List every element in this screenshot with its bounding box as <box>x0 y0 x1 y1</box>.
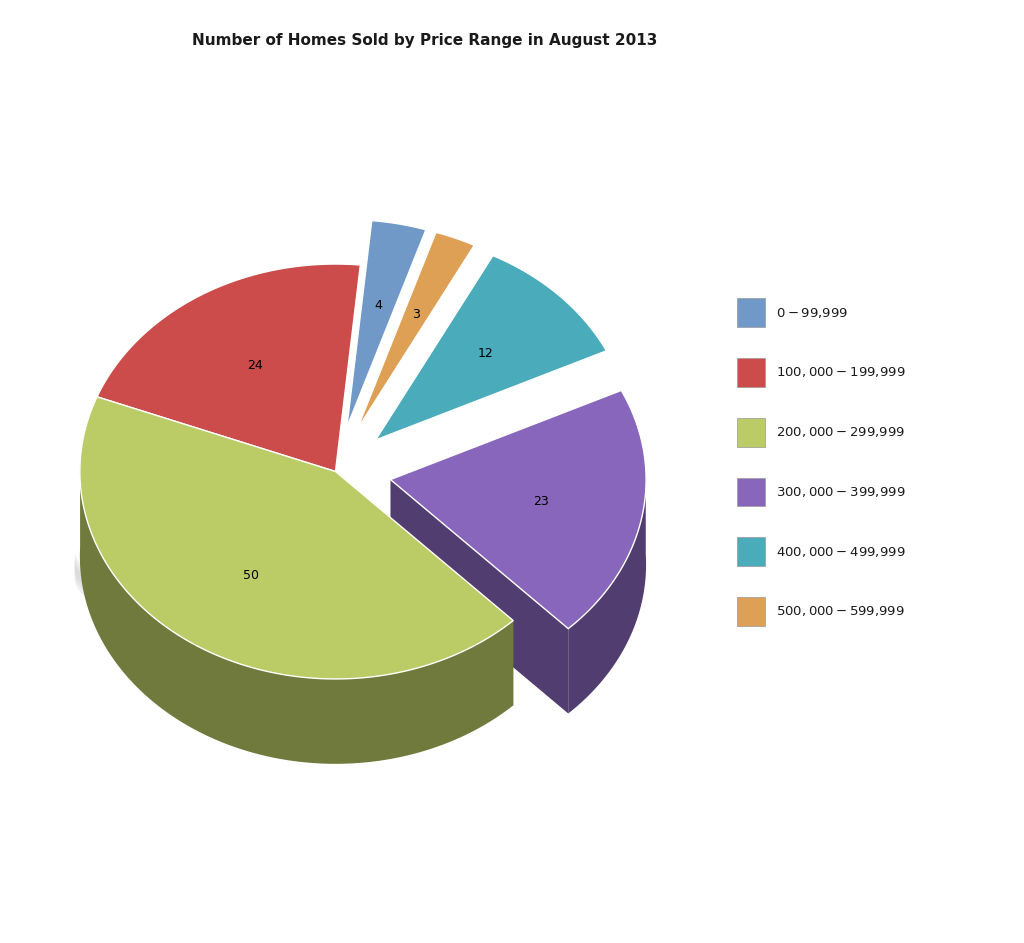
Text: $100,000 - $199,999: $100,000 - $199,999 <box>776 366 905 379</box>
Polygon shape <box>75 555 596 637</box>
Text: $300,000 - $399,999: $300,000 - $399,999 <box>776 485 905 499</box>
Bar <box>737 477 765 506</box>
Polygon shape <box>97 264 360 472</box>
Bar <box>737 597 765 626</box>
Polygon shape <box>357 232 474 430</box>
Polygon shape <box>80 397 513 679</box>
Text: 3: 3 <box>412 308 420 322</box>
Text: Number of Homes Sold by Price Range in August 2013: Number of Homes Sold by Price Range in A… <box>193 33 657 48</box>
Text: 12: 12 <box>478 347 494 360</box>
Polygon shape <box>80 463 513 764</box>
Text: 50: 50 <box>243 569 259 582</box>
Polygon shape <box>347 221 426 427</box>
Bar <box>737 358 765 387</box>
Polygon shape <box>568 470 646 714</box>
Text: 24: 24 <box>247 359 263 372</box>
Text: 23: 23 <box>534 495 549 508</box>
Bar <box>737 298 765 327</box>
Text: $500,000 - $599,999: $500,000 - $599,999 <box>776 604 905 619</box>
Text: $200,000 - $299,999: $200,000 - $299,999 <box>776 425 905 439</box>
Bar <box>737 538 765 566</box>
Text: 4: 4 <box>375 299 382 312</box>
Polygon shape <box>75 551 596 641</box>
Polygon shape <box>390 390 646 629</box>
Text: $400,000 - $499,999: $400,000 - $499,999 <box>776 545 905 558</box>
Polygon shape <box>390 480 568 714</box>
Polygon shape <box>376 256 606 440</box>
Text: $0 - $99,999: $0 - $99,999 <box>776 306 848 320</box>
Polygon shape <box>75 560 596 632</box>
Bar <box>737 418 765 447</box>
Polygon shape <box>336 472 513 705</box>
